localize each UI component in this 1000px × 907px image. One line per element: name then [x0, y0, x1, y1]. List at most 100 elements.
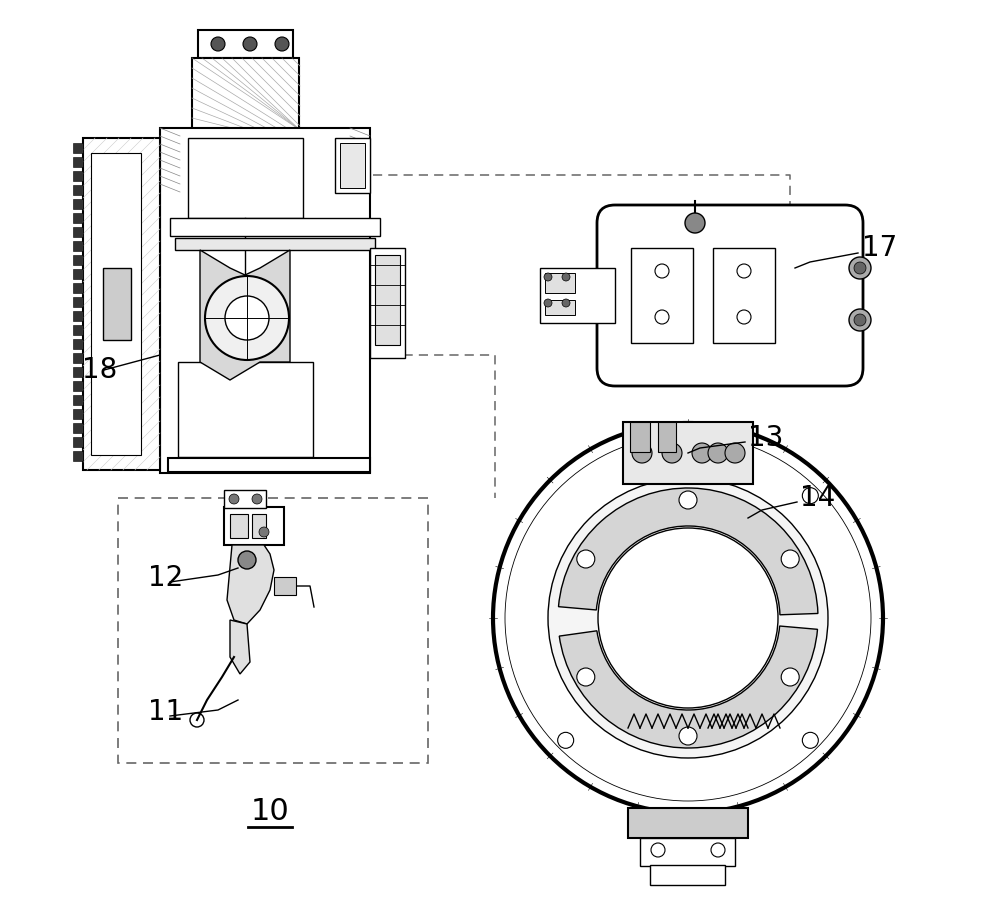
- Bar: [631, 248, 693, 343]
- Bar: [188, 138, 303, 218]
- Bar: [73, 157, 83, 167]
- Circle shape: [275, 37, 289, 51]
- Bar: [192, 58, 299, 130]
- FancyBboxPatch shape: [597, 205, 863, 386]
- Circle shape: [708, 443, 728, 463]
- Circle shape: [679, 727, 697, 745]
- Text: 11: 11: [148, 698, 183, 726]
- Circle shape: [252, 494, 262, 504]
- Polygon shape: [200, 250, 290, 380]
- Circle shape: [685, 213, 705, 233]
- Bar: [73, 325, 83, 335]
- Circle shape: [849, 257, 871, 279]
- Bar: [73, 451, 83, 461]
- Bar: [73, 367, 83, 377]
- Bar: [73, 255, 83, 265]
- Bar: [198, 30, 293, 58]
- Bar: [73, 423, 83, 433]
- Bar: [170, 218, 380, 236]
- Bar: [340, 143, 365, 188]
- Circle shape: [781, 550, 799, 568]
- Bar: [73, 199, 83, 209]
- Circle shape: [493, 423, 883, 813]
- Circle shape: [711, 843, 725, 857]
- Wedge shape: [558, 488, 818, 615]
- Text: 13: 13: [748, 424, 783, 452]
- Bar: [650, 865, 725, 885]
- Circle shape: [725, 443, 745, 463]
- Bar: [640, 838, 735, 866]
- Circle shape: [662, 443, 682, 463]
- Bar: [73, 241, 83, 251]
- Bar: [160, 128, 370, 473]
- Circle shape: [692, 443, 712, 463]
- Circle shape: [562, 299, 570, 307]
- Bar: [370, 248, 405, 358]
- Circle shape: [211, 37, 225, 51]
- Polygon shape: [230, 620, 250, 674]
- Circle shape: [225, 296, 269, 340]
- Bar: [73, 395, 83, 405]
- Polygon shape: [227, 545, 274, 624]
- Bar: [103, 268, 131, 340]
- Bar: [178, 362, 313, 457]
- Text: 14: 14: [800, 484, 835, 512]
- Text: 12: 12: [148, 564, 183, 592]
- Bar: [224, 507, 284, 545]
- Text: 18: 18: [82, 356, 117, 384]
- Bar: [224, 490, 266, 508]
- Circle shape: [632, 443, 652, 463]
- Bar: [168, 458, 370, 472]
- Bar: [73, 381, 83, 391]
- Circle shape: [243, 37, 257, 51]
- Circle shape: [544, 299, 552, 307]
- Text: 17: 17: [862, 234, 897, 262]
- Circle shape: [849, 309, 871, 331]
- Circle shape: [238, 551, 256, 569]
- Bar: [375, 255, 400, 345]
- Bar: [73, 171, 83, 181]
- Bar: [73, 143, 83, 153]
- Bar: [252, 514, 266, 538]
- Bar: [545, 273, 575, 293]
- Circle shape: [562, 273, 570, 281]
- Circle shape: [229, 494, 239, 504]
- Bar: [540, 268, 615, 323]
- Bar: [713, 248, 775, 343]
- Bar: [628, 808, 748, 838]
- Circle shape: [651, 843, 665, 857]
- Bar: [230, 514, 248, 538]
- Circle shape: [548, 478, 828, 758]
- Circle shape: [205, 276, 289, 360]
- Bar: [73, 353, 83, 363]
- Bar: [73, 297, 83, 307]
- Bar: [274, 577, 296, 595]
- Circle shape: [259, 527, 269, 537]
- Circle shape: [505, 435, 871, 801]
- Bar: [118, 498, 428, 763]
- Bar: [623, 422, 753, 484]
- Circle shape: [598, 528, 778, 708]
- Bar: [73, 283, 83, 293]
- Bar: [73, 339, 83, 349]
- Bar: [630, 422, 650, 452]
- Bar: [73, 409, 83, 419]
- Bar: [73, 227, 83, 237]
- Bar: [83, 138, 160, 470]
- Circle shape: [854, 262, 866, 274]
- Bar: [73, 213, 83, 223]
- Bar: [73, 185, 83, 195]
- Bar: [73, 269, 83, 279]
- Bar: [73, 437, 83, 447]
- Circle shape: [679, 491, 697, 509]
- Bar: [545, 300, 575, 315]
- Circle shape: [544, 273, 552, 281]
- Circle shape: [854, 314, 866, 326]
- Wedge shape: [559, 626, 818, 748]
- Bar: [658, 422, 676, 452]
- Circle shape: [577, 668, 595, 686]
- Bar: [73, 311, 83, 321]
- Circle shape: [781, 668, 799, 686]
- Text: 10: 10: [251, 797, 289, 826]
- Bar: [175, 238, 375, 250]
